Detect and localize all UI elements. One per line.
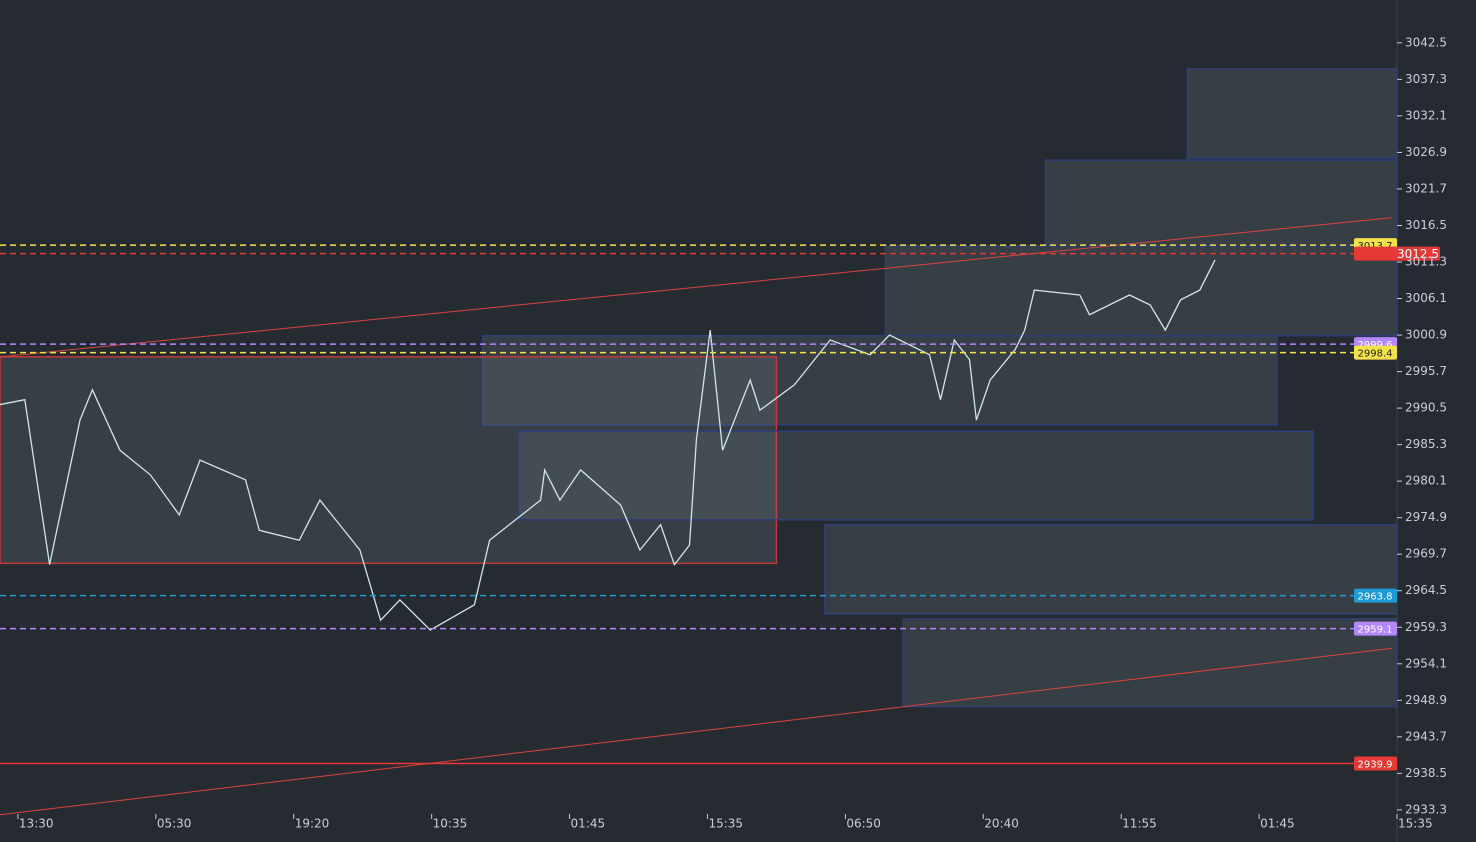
level-label-bg <box>1354 621 1397 636</box>
level-label: 2963.8 <box>1358 592 1393 603</box>
level-label: 2959.1 <box>1358 625 1393 636</box>
y-tick-label: 3021.7 <box>1405 181 1447 195</box>
x-tick-label: 01:45 <box>1260 817 1295 831</box>
trendline <box>0 647 1392 816</box>
x-tick-label: 15:35 <box>708 817 743 831</box>
y-tick-label: 2959.3 <box>1405 620 1447 634</box>
y-tick-label: 3011.3 <box>1405 255 1447 269</box>
zone <box>517 430 1314 521</box>
y-tick-label: 2990.5 <box>1405 401 1447 415</box>
y-tick-label: 2985.3 <box>1405 437 1447 451</box>
y-tick-label: 2995.7 <box>1405 364 1447 378</box>
x-tick-label: 10:35 <box>433 817 468 831</box>
level-label-bg <box>1354 588 1397 603</box>
x-tick-label: 15:35 <box>1398 817 1433 831</box>
zone <box>902 618 1398 708</box>
x-tick-label: 06:50 <box>846 817 881 831</box>
x-tick-label: 05:30 <box>157 817 192 831</box>
x-tick-label: 11:55 <box>1122 817 1157 831</box>
y-tick-label: 2974.9 <box>1405 510 1447 524</box>
zone <box>884 245 1398 337</box>
y-tick-label: 2954.1 <box>1405 656 1447 670</box>
y-tick-label: 2969.7 <box>1405 547 1447 561</box>
zone <box>481 335 1278 426</box>
level-label: 2998.4 <box>1358 349 1393 360</box>
zone <box>1186 68 1398 159</box>
y-tick-label: 3042.5 <box>1405 35 1447 49</box>
y-tick-label: 2948.9 <box>1405 693 1447 707</box>
y-tick-label: 3026.9 <box>1405 145 1447 159</box>
zone <box>0 356 778 565</box>
y-tick-label: 3037.3 <box>1405 72 1447 86</box>
level-label-bg <box>1354 756 1397 771</box>
level-label-bg <box>1354 345 1397 360</box>
level-label-bg <box>1354 246 1440 261</box>
y-tick-label: 3032.1 <box>1405 108 1447 122</box>
y-tick-label: 3000.9 <box>1405 328 1447 342</box>
trendline <box>0 217 1392 358</box>
x-tick-label: 20:40 <box>984 817 1019 831</box>
x-tick-label: 19:20 <box>295 817 330 831</box>
x-tick-label: 01:45 <box>571 817 606 831</box>
price-line <box>0 259 1216 631</box>
level-label: 2939.9 <box>1358 760 1393 771</box>
level-label: 3012.5 <box>1397 247 1439 261</box>
y-tick-label: 2933.3 <box>1405 802 1447 816</box>
zone <box>1044 159 1398 247</box>
y-tick-label: 2938.5 <box>1405 766 1447 780</box>
zone <box>823 523 1398 615</box>
y-tick-label: 2980.1 <box>1405 474 1447 488</box>
y-tick-label: 3006.1 <box>1405 291 1447 305</box>
y-tick-label: 2964.5 <box>1405 583 1447 597</box>
y-tick-label: 3016.5 <box>1405 218 1447 232</box>
y-tick-label: 2943.7 <box>1405 729 1447 743</box>
x-tick-label: 13:30 <box>19 817 54 831</box>
